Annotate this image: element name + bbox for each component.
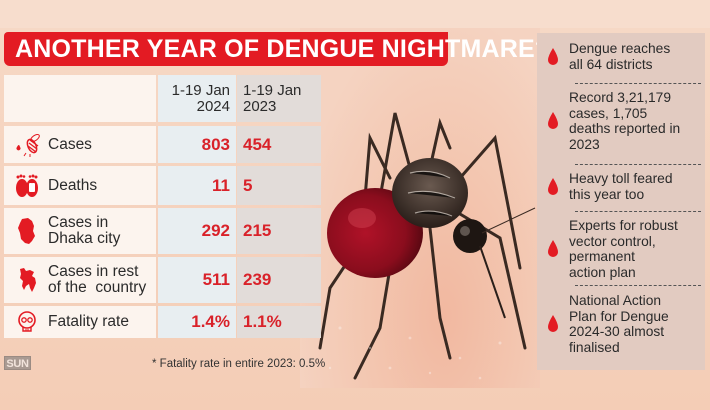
value-2024: 292	[158, 208, 236, 254]
highlight-text: Heavy toll feared this year too	[569, 171, 673, 202]
column-header-2024-line1: 1-19 Jan	[171, 81, 230, 99]
divider	[575, 211, 701, 212]
value-2023: 239	[237, 257, 321, 303]
dhaka-map-icon	[12, 218, 42, 244]
table-row-fatality: Fatality rate 1.4% 1.1%	[4, 306, 321, 338]
highlight-line: deaths reported in	[569, 121, 681, 136]
highlight-line: Heavy toll feared	[569, 171, 673, 186]
highlight-line: cases, 1,705	[569, 105, 648, 121]
highlight-item: Experts for robust vector control, perma…	[537, 218, 705, 280]
value-2024: 803	[158, 126, 236, 163]
highlight-line: 2024-30 almost	[569, 324, 665, 339]
footprints-icon	[12, 174, 42, 198]
row-label-text: Fatality rate	[48, 313, 129, 330]
highlight-item: Heavy toll feared this year too	[537, 171, 705, 202]
highlight-line: vector control,	[569, 233, 656, 249]
highlight-text: Record 3,21,179 cases, 1,705 deaths repo…	[569, 90, 680, 152]
column-header-2023-line2: 2023	[243, 97, 277, 115]
row-label-deaths: Deaths	[4, 166, 156, 205]
highlight-line: Plan for Dengue	[569, 308, 669, 324]
footnote: * Fatality rate in entire 2023: 0.5%	[152, 358, 326, 370]
column-header-2024: 1-19 Jan 2024	[158, 75, 236, 122]
row-label-fatality: Fatality rate	[4, 306, 156, 338]
blood-drop-icon	[537, 239, 569, 259]
value-2024: 1.4%	[158, 306, 236, 338]
table-row-dhaka: Cases in Dhaka city 292 215	[4, 208, 321, 254]
column-header-2023-line1: 1-19 Jan	[243, 81, 302, 99]
highlight-line: finalised	[569, 339, 620, 355]
value-2024: 511	[158, 257, 236, 303]
row-label-line2: Dhaka city	[48, 230, 121, 247]
table-row-rest-of-country: Cases in rest of the country 511 239	[4, 257, 321, 303]
highlight-text: Experts for robust vector control, perma…	[569, 218, 678, 280]
highlight-text: Dengue reaches all 64 districts	[569, 41, 670, 72]
divider	[575, 164, 701, 165]
mosquito-photo	[300, 28, 540, 388]
blood-drop-icon	[537, 177, 569, 197]
header-blank-cell	[4, 75, 156, 122]
value-2023: 215	[237, 208, 321, 254]
highlight-line: Record 3,21,179	[569, 90, 672, 105]
highlight-item: National Action Plan for Dengue 2024-30 …	[537, 293, 705, 355]
sun-logo: SUN	[4, 356, 31, 370]
top-strip	[0, 0, 710, 28]
infographic-title: ANOTHER YEAR OF DENGUE NIGHTMARE?	[4, 32, 550, 66]
highlight-line: 2023	[569, 136, 600, 152]
row-label-text-group: Cases in Dhaka city	[48, 215, 120, 247]
highlight-line: Experts for robust	[569, 218, 678, 233]
table-row-deaths: Deaths 11 5	[4, 166, 321, 205]
value-2024: 11	[158, 166, 236, 205]
row-label-cases: Cases	[4, 126, 156, 163]
highlight-line: action plan	[569, 264, 636, 280]
row-label-text: Deaths	[48, 176, 98, 194]
column-header-2023: 1-19 Jan 2023	[237, 75, 321, 122]
highlight-item: Dengue reaches all 64 districts	[537, 41, 705, 72]
row-label-line2: of the country	[48, 279, 147, 296]
bangladesh-map-icon	[12, 268, 42, 292]
mosquito-icon	[12, 133, 42, 157]
row-label-text: Cases	[48, 135, 92, 153]
divider	[575, 285, 701, 286]
row-label-dhaka: Cases in Dhaka city	[4, 208, 156, 254]
table-row-cases: Cases 803 454	[4, 126, 321, 163]
value-2023: 454	[237, 126, 321, 163]
highlight-line: Dengue reaches	[569, 41, 671, 56]
value-2023: 1.1%	[237, 306, 321, 338]
row-label-line1: Cases in rest	[48, 263, 139, 280]
value-2023: 5	[237, 166, 321, 205]
highlight-line: permanent	[569, 249, 635, 264]
skull-icon	[12, 310, 42, 334]
blood-drop-icon	[537, 314, 569, 334]
row-label-rest: Cases in rest of the country	[4, 257, 156, 303]
column-header-2024-line2: 2024	[196, 97, 230, 115]
table-header-row: 1-19 Jan 2024 1-19 Jan 2023	[4, 75, 321, 122]
row-label-line1: Cases in	[48, 214, 109, 231]
divider	[575, 83, 701, 84]
highlight-text: National Action Plan for Dengue 2024-30 …	[569, 293, 669, 355]
blood-drop-icon	[537, 111, 569, 131]
blood-drop-icon	[537, 47, 569, 67]
highlight-line: National Action	[569, 293, 662, 308]
row-label-text-group: Cases in rest of the country	[48, 264, 146, 296]
highlight-item: Record 3,21,179 cases, 1,705 deaths repo…	[537, 90, 705, 152]
highlights-panel: Dengue reaches all 64 districts Record 3…	[537, 33, 705, 370]
highlight-line: this year too	[569, 186, 645, 202]
highlight-line: all 64 districts	[569, 56, 653, 72]
